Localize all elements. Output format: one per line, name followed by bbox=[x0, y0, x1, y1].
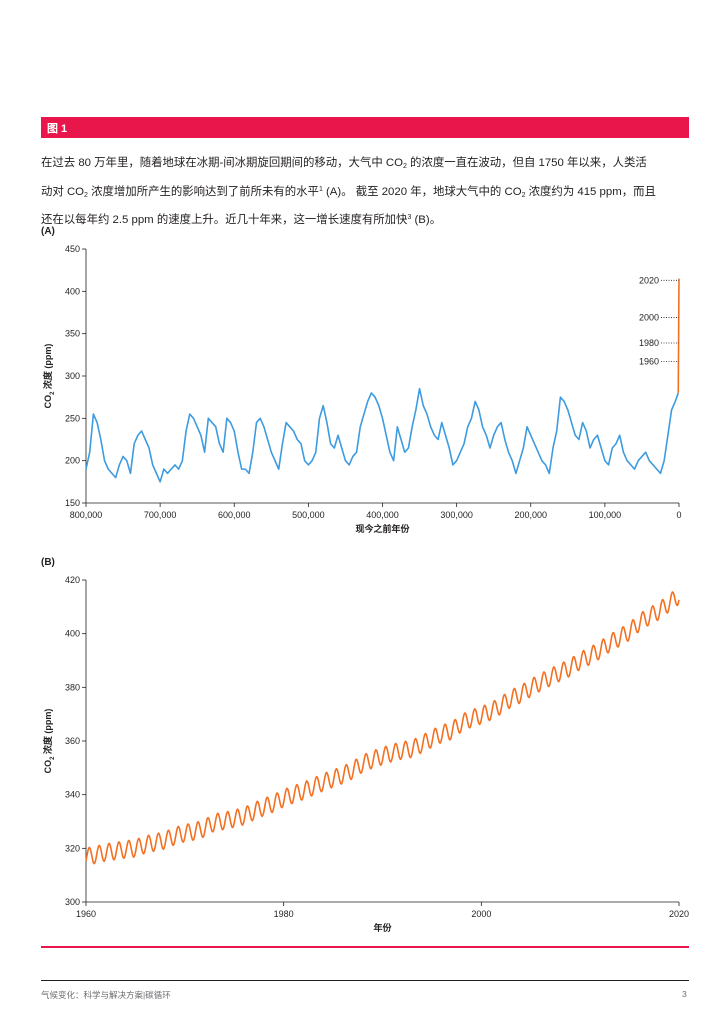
year-annotation: 1960 bbox=[639, 357, 659, 367]
footer-title: 气候变化：科学与解决方案|碳循环 bbox=[41, 990, 171, 1000]
y-tick-label: 380 bbox=[65, 682, 80, 692]
panel-label-b: (B) bbox=[41, 557, 55, 568]
subscript: 2 bbox=[521, 191, 526, 199]
y-axis-title: CO2 浓度 (ppm) bbox=[42, 709, 56, 774]
y-tick-label: 150 bbox=[65, 498, 80, 508]
x-axis-title: 现今之前年份 bbox=[355, 523, 410, 534]
y-tick-label: 200 bbox=[65, 456, 80, 466]
text-run: (A)。 截至 2020 年，地球大气中的 CO bbox=[322, 185, 522, 198]
x-tick-label: 0 bbox=[676, 510, 681, 520]
y-tick-label: 400 bbox=[65, 286, 80, 296]
footer-divider bbox=[41, 980, 689, 981]
description-line-1: 在过去 80 万年里，随着地球在冰期-间冰期旋回期间的移动，大气中 CO2 的浓… bbox=[41, 152, 691, 179]
x-tick-label: 400,000 bbox=[366, 510, 399, 520]
y-tick-label: 300 bbox=[65, 371, 80, 381]
year-annotation: 2020 bbox=[639, 275, 659, 285]
y-tick-label: 320 bbox=[65, 843, 80, 853]
year-annotation: 1980 bbox=[639, 338, 659, 348]
x-tick-label: 2020 bbox=[669, 909, 689, 919]
x-tick-label: 2000 bbox=[471, 909, 491, 919]
y-axis-title: CO2 浓度 (ppm) bbox=[42, 344, 56, 409]
subscript: 2 bbox=[402, 163, 407, 170]
x-axis-title: 年份 bbox=[373, 922, 392, 933]
x-tick-label: 1960 bbox=[76, 909, 96, 919]
x-tick-label: 700,000 bbox=[144, 510, 177, 520]
footnote-ref: 1 bbox=[318, 185, 323, 193]
description-line-3: 还在以每年约 2.5 ppm 的速度上升。近几十年来，这一增长速度有所加快3 (… bbox=[41, 207, 691, 232]
y-tick-label: 360 bbox=[65, 736, 80, 746]
text-run: (B)。 bbox=[411, 214, 442, 226]
series-line bbox=[677, 278, 680, 393]
text-run: 还在以每年约 2.5 ppm 的速度上升。近几十年来，这一增长速度有所加快 bbox=[41, 214, 408, 226]
figure-header-bar: 图 1 bbox=[41, 117, 689, 138]
text-run: 浓度约为 415 ppm，而且 bbox=[525, 185, 656, 198]
text-run: 浓度增加所产生的影响达到了前所未有的水平 bbox=[87, 185, 319, 198]
x-tick-label: 300,000 bbox=[440, 510, 473, 520]
description-line-2: 动对 CO2 浓度增加所产生的影响达到了前所未有的水平1 (A)。 截至 202… bbox=[41, 179, 691, 208]
page-number: 3 bbox=[682, 989, 687, 999]
text-run: 动对 CO bbox=[41, 185, 85, 198]
subscript: 2 bbox=[84, 191, 88, 199]
figure-label: 图 1 bbox=[47, 123, 68, 135]
figure-description: 在过去 80 万年里，随着地球在冰期-间冰期旋回期间的移动，大气中 CO2 的浓… bbox=[41, 152, 691, 232]
panel-label-a: (A) bbox=[41, 226, 55, 237]
text-run: 的浓度一直在波动，但自 1750 年以来，人类活 bbox=[406, 157, 647, 169]
x-tick-label: 500,000 bbox=[292, 510, 325, 520]
y-tick-label: 400 bbox=[65, 629, 80, 639]
x-tick-label: 800,000 bbox=[70, 510, 103, 520]
y-tick-label: 250 bbox=[65, 413, 80, 423]
year-annotation: 2000 bbox=[639, 313, 659, 323]
text-run: 在过去 80 万年里，随着地球在冰期-间冰期旋回期间的移动，大气中 CO bbox=[41, 157, 403, 169]
x-tick-label: 1980 bbox=[274, 909, 294, 919]
y-tick-label: 300 bbox=[65, 897, 80, 907]
y-tick-label: 420 bbox=[65, 575, 80, 585]
accent-divider bbox=[41, 946, 689, 948]
footnote-ref: 3 bbox=[407, 214, 412, 221]
y-tick-label: 340 bbox=[65, 790, 80, 800]
x-tick-label: 100,000 bbox=[589, 510, 622, 520]
x-tick-label: 200,000 bbox=[514, 510, 547, 520]
y-tick-label: 350 bbox=[65, 329, 80, 339]
x-tick-label: 600,000 bbox=[218, 510, 251, 520]
series-line bbox=[85, 387, 680, 483]
series-line bbox=[85, 591, 680, 865]
y-tick-label: 450 bbox=[65, 244, 80, 254]
